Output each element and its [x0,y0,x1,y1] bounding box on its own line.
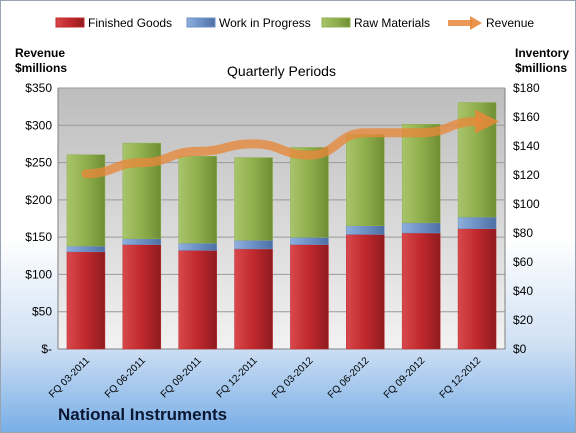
legend-swatch [55,17,85,28]
left-axis-tick-label: $350 [25,81,52,95]
left-axis-tick-label: $300 [25,118,52,132]
right-axis-tick-label: $140 [513,139,540,153]
bar-finished-goods [122,244,162,350]
right-axis-tick-label: $20 [513,313,533,327]
bar-work-in-progress [66,245,106,253]
bar-work-in-progress [346,225,385,235]
x-tick-label: FQ 06-2011 [103,355,148,400]
x-tick-label: FQ 09-2011 [159,355,204,400]
legend-swatch [186,17,216,28]
legend-label: Work in Progress [219,16,311,30]
chart-title: Quarterly Periods [227,63,336,79]
bar-finished-goods [346,234,385,350]
left-axis-tick-label: $200 [25,193,52,207]
bar-finished-goods [66,251,106,350]
left-axis-title: Revenue [15,46,65,60]
bar-finished-goods [290,244,329,350]
x-tick-label: FQ 12-2011 [215,355,260,400]
bar-raw-materials [346,134,385,226]
x-tick-label: FQ 03-2012 [270,355,316,401]
company-name: National Instruments [58,405,228,424]
left-axis-tick-label: $100 [25,267,52,281]
bar-work-in-progress [457,216,497,229]
legend-label: Revenue [486,16,534,30]
bar-finished-goods [457,228,497,350]
revenue-line [81,117,482,179]
left-axis-tick-label: $- [41,342,52,356]
bar-finished-goods [178,250,217,350]
left-axis-tick-label: $150 [25,230,52,244]
bar-finished-goods [234,248,273,350]
right-axis-tick-label: $80 [513,226,533,240]
right-axis-tick-label: $120 [513,168,540,182]
x-tick-label: FQ 12-2012 [438,355,484,401]
bar-finished-goods [401,232,441,350]
bar-raw-materials [234,157,273,241]
legend-swatch [321,17,351,28]
legend-label: Raw Materials [354,16,430,30]
x-tick-label: FQ 03-2011 [47,355,92,400]
bar-raw-materials [178,155,217,244]
bar-work-in-progress [290,237,329,245]
bar-raw-materials [401,124,441,224]
x-tick-label: FQ 09-2012 [382,355,428,401]
right-axis-tick-label: $160 [513,110,540,124]
left-axis-tick-label: $250 [25,156,52,170]
bar-raw-materials [290,147,329,238]
right-axis-tick-label: $100 [513,197,540,211]
left-axis-title-units: $millions [15,61,67,75]
x-tick-label: FQ 06-2012 [326,355,372,401]
right-axis-tick-label: $40 [513,284,533,298]
right-axis-tick-label: $180 [513,81,540,95]
left-axis-tick-label: $50 [32,305,52,319]
bar-work-in-progress [234,240,273,250]
right-axis-title-units: $millions [515,61,567,75]
bar-work-in-progress [178,242,217,251]
bar-work-in-progress [401,222,441,234]
legend-label: Finished Goods [88,16,172,30]
right-axis-title: Inventory [515,46,569,60]
right-axis-tick-label: $60 [513,255,533,269]
legend-swatch-arrow [470,16,482,30]
revenue-arrowhead [475,109,500,134]
bar-work-in-progress [122,238,162,245]
right-axis-tick-label: $0 [513,342,527,356]
